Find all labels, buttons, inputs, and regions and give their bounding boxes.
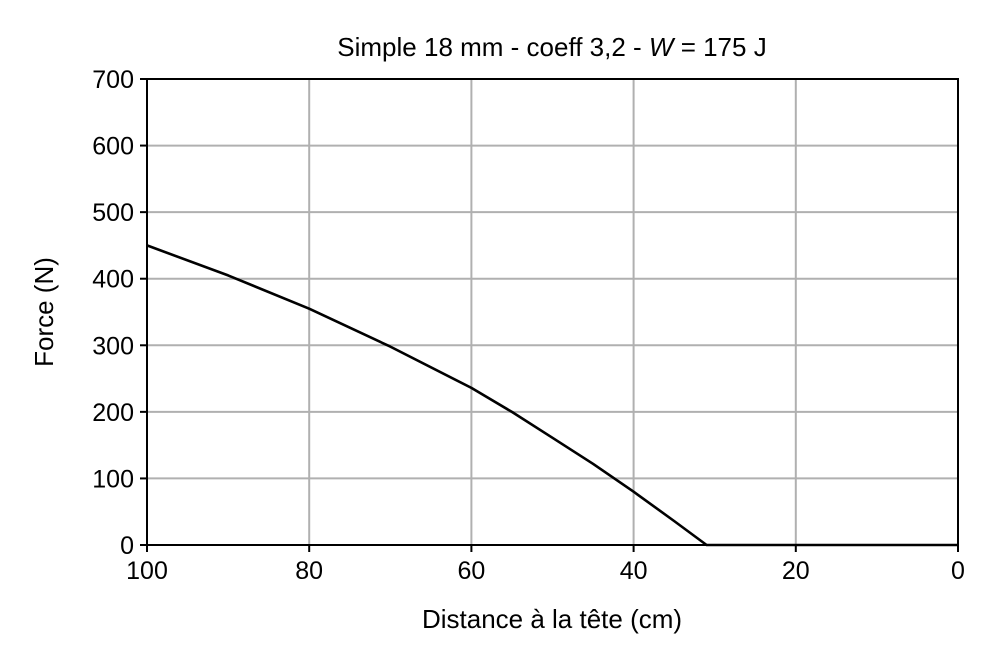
y-tick-label: 600 [92, 133, 134, 161]
chart-title: Simple 18 mm - coeff 3,2 - W = 175 J [337, 32, 766, 62]
series-layer [146, 244, 958, 547]
x-tick-label: 40 [620, 557, 648, 585]
x-tick-label: 80 [295, 557, 323, 585]
y-axis-label: Force (N) [29, 257, 59, 367]
plot-frame [146, 78, 959, 546]
x-tick-label: 0 [951, 557, 965, 585]
x-tick-label: 60 [457, 557, 485, 585]
y-tick-label: 0 [120, 532, 134, 560]
y-tick-label: 100 [92, 465, 134, 493]
series-line [146, 244, 958, 547]
x-tick-label: 100 [126, 557, 168, 585]
y-tick-label: 400 [92, 266, 134, 294]
x-tick-label: 20 [782, 557, 810, 585]
y-tick-label: 700 [92, 66, 134, 94]
y-tick-label: 300 [92, 332, 134, 360]
x-axis: 100 80 60 40 20 0 [126, 545, 965, 585]
y-tick-label: 500 [92, 199, 134, 227]
y-axis: 0 100 200 300 400 500 600 700 [92, 66, 147, 560]
y-tick-label: 200 [92, 399, 134, 427]
grid [147, 79, 958, 545]
x-axis-label: Distance à la tête (cm) [422, 604, 682, 634]
